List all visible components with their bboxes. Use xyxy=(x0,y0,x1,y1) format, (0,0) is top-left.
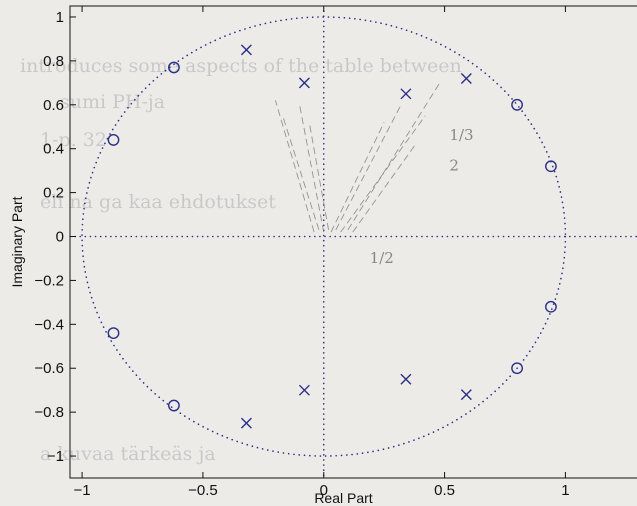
y-tick-label: 0.2 xyxy=(43,185,64,202)
pole-marker-stroke xyxy=(460,389,472,401)
pencil-stroke xyxy=(299,104,325,233)
background-text-line: sumi PH-ja xyxy=(60,91,165,113)
zero-marker xyxy=(168,399,180,412)
pencil-annotation: 1/3 xyxy=(449,126,473,144)
pencil-stroke xyxy=(347,82,441,231)
y-tick-label: −0.2 xyxy=(34,272,64,289)
pencil-stroke xyxy=(274,100,315,233)
zero-marker xyxy=(511,362,523,375)
markers xyxy=(107,44,557,429)
zero-marker xyxy=(168,61,180,74)
pole-marker xyxy=(240,44,252,56)
pole-marker xyxy=(298,77,310,89)
y-tick-label: −1 xyxy=(47,448,64,465)
pole-marker-stroke xyxy=(460,72,472,84)
zero-marker xyxy=(545,160,557,173)
y-tick-label: −0.6 xyxy=(34,360,64,377)
x-tick-label: 1 xyxy=(561,482,569,499)
x-tick-labels: −1 −0.5 0 0.5 1 xyxy=(74,482,570,499)
pencil-stroke xyxy=(308,122,330,231)
background-text-line: a kuvaa tärkeäs ja xyxy=(40,443,216,465)
tick-marks xyxy=(70,6,566,478)
pencil-stroke xyxy=(330,122,385,233)
x-tick-label: 0.5 xyxy=(434,482,455,499)
y-tick-label: 1 xyxy=(56,9,64,26)
y-tick-label: 0.4 xyxy=(43,141,64,158)
pole-marker xyxy=(460,72,472,84)
y-tick-label: 0.6 xyxy=(43,97,64,114)
zero-marker xyxy=(545,300,557,313)
y-tick-labels: 1 0.8 0.6 0.4 0.2 0 −0.2 −0.4 −0.6 −0.8 −1 xyxy=(34,9,64,465)
background-text-line: 1-p. 32 xyxy=(40,129,107,151)
pencil-stroke xyxy=(352,144,416,233)
x-tick-label: 0 xyxy=(320,482,328,499)
pole-marker-stroke xyxy=(400,88,412,100)
x-tick-label: −0.5 xyxy=(188,482,218,499)
pole-marker-stroke xyxy=(240,44,252,56)
y-tick-label: 0 xyxy=(56,229,64,246)
x-axis-title: Real Part xyxy=(314,490,372,506)
x-tick-label: −1 xyxy=(74,482,91,499)
background-text-line: eli na ga kaa ehdotukset xyxy=(40,191,276,213)
zero-marker xyxy=(107,134,120,146)
pole-marker xyxy=(460,389,472,401)
pencil-annotation: 2 xyxy=(449,157,459,175)
pole-marker xyxy=(298,384,310,396)
pole-marker-stroke xyxy=(240,417,252,429)
plot-area xyxy=(69,5,637,479)
zero-axis-lines xyxy=(69,5,637,479)
background-text-line: introduces some aspects of the table bet… xyxy=(20,55,462,77)
y-tick-label: 0.8 xyxy=(43,53,64,70)
background-text-bleed: introduces some aspects of the table bet… xyxy=(20,55,462,465)
pole-marker-stroke xyxy=(298,384,310,396)
pole-marker xyxy=(400,373,412,385)
pencil-stroke xyxy=(282,115,320,231)
y-axis-title: Imaginary Part xyxy=(9,196,25,287)
y-tick-label: −0.8 xyxy=(34,404,64,421)
pencil-annotation: 1/2 xyxy=(370,249,394,267)
y-tick-label: −0.4 xyxy=(34,316,64,333)
pole-marker-stroke xyxy=(400,373,412,385)
pencil-annotations: 1/2 1/3 2 xyxy=(274,82,474,267)
pencil-stroke xyxy=(335,104,402,231)
pole-marker xyxy=(400,88,412,100)
zero-marker xyxy=(107,327,120,340)
pole-marker-stroke xyxy=(298,77,310,89)
zero-marker xyxy=(511,98,523,111)
pole-marker xyxy=(240,417,252,429)
